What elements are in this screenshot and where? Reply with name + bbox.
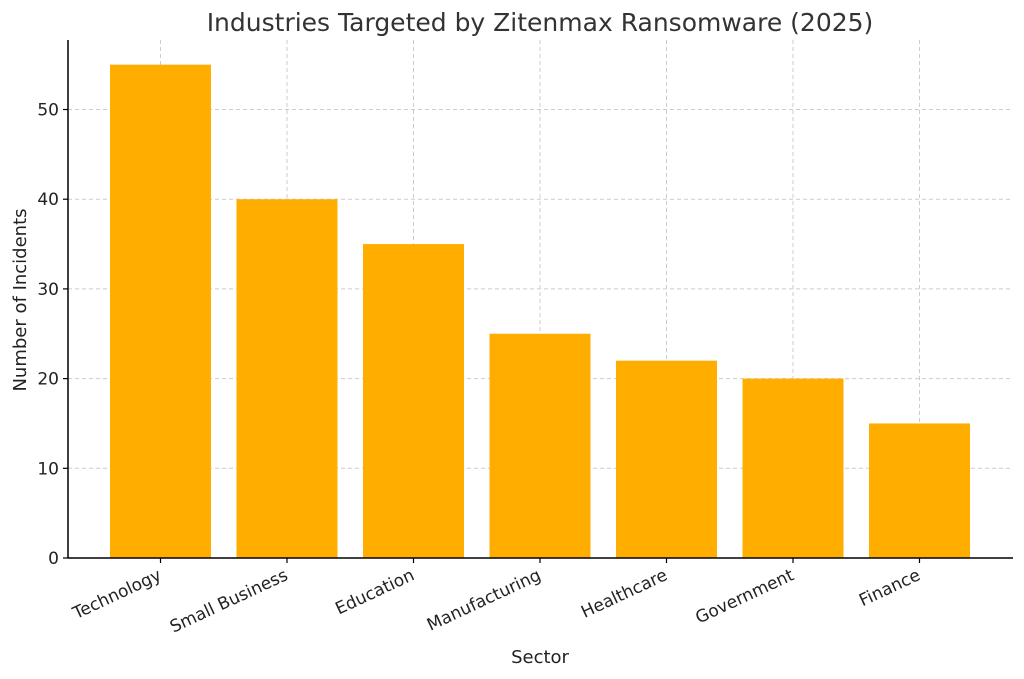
- y-tick-label: 0: [48, 549, 59, 569]
- x-tick-label: Finance: [856, 565, 923, 611]
- bar: [616, 360, 717, 558]
- y-tick-label: 50: [37, 101, 59, 121]
- x-tick-label: Healthcare: [578, 565, 670, 622]
- y-tick-label: 10: [37, 459, 59, 479]
- y-axis-label: Number of Incidents: [10, 208, 31, 391]
- bar: [363, 244, 464, 558]
- bar: [489, 333, 591, 558]
- x-ticks: Technology Small Business Education Manufac…: [69, 558, 924, 637]
- x-tick-label: Government: [693, 565, 798, 628]
- bars: [110, 64, 970, 559]
- x-tick-label: Manufacturing: [424, 565, 544, 635]
- chart-title: Industries Targeted by Zitenmax Ransomwa…: [207, 8, 874, 37]
- bar: [869, 423, 970, 558]
- bar: [236, 199, 338, 558]
- bar: [742, 378, 844, 558]
- y-tick-label: 30: [37, 280, 59, 300]
- x-tick-label: Small Business: [167, 565, 291, 637]
- y-tick-label: 40: [37, 190, 59, 210]
- y-tick-label: 20: [37, 370, 59, 390]
- x-tick-label: Technology: [69, 565, 165, 624]
- bar: [110, 64, 211, 559]
- x-tick-label: Education: [332, 565, 417, 619]
- y-ticks: 0 10 20 30 40 50: [37, 101, 68, 569]
- x-axis-label: Sector: [511, 647, 569, 668]
